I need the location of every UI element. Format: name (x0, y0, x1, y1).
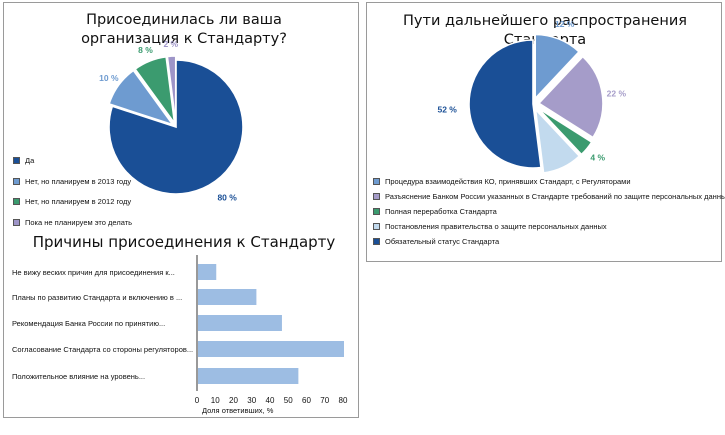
legend-label: Постановления правительства о защите пер… (385, 222, 607, 231)
pie-value-label: 12 % (555, 19, 575, 29)
bar-category-label: Согласование Стандарта со стороны регуля… (12, 345, 193, 354)
bar-tick-label: 10 (211, 396, 220, 405)
legend-item: Да (13, 156, 34, 165)
legend-label: Да (25, 156, 35, 165)
pie1-chart: 80 % 10 % 8 % 2 % (99, 39, 244, 202)
pie-value-label: 2 % (163, 39, 178, 49)
bar (198, 341, 344, 357)
pie2-chart: 12 %22 %4 %10 %52 % (437, 19, 627, 173)
pie-slice (534, 33, 581, 101)
legend-label: Разъяснение Банком России указанных в Ст… (385, 192, 725, 201)
bar (198, 315, 282, 331)
bar-category-label: Не вижу веских причин для присоединения … (12, 268, 175, 277)
legend-swatch (373, 238, 380, 245)
pie-slice (534, 107, 581, 173)
pie-value-label: 52 % (437, 104, 457, 114)
bar-tick-label: 0 (195, 396, 200, 405)
legend-item: Нет, но планируем в 2012 году (13, 197, 131, 206)
bar (198, 289, 257, 305)
pie-slice (166, 55, 177, 124)
legend-label: Пока не планируем это делать (25, 217, 133, 227)
bar-category-label: Положительное влияние на уровень... (12, 372, 145, 381)
bar-category-label: Рекомендация Банка России по принятию... (12, 319, 165, 328)
bar-tick-label: 80 (339, 396, 348, 405)
pie1-title: Присоединилась ли ваша организация к Ста… (81, 12, 287, 47)
bar-tick-label: 20 (229, 396, 238, 405)
legend-swatch (373, 208, 380, 215)
bar-tick-label: 70 (320, 396, 329, 405)
pie-slice (537, 107, 593, 156)
legend-label: Нет, но планируем в 2012 году (25, 197, 132, 206)
legend-item: Обязательный статус Стандарта (373, 237, 499, 246)
pie-slice (108, 59, 244, 195)
bar (198, 264, 217, 280)
pie-value-label: 4 % (590, 153, 605, 163)
legend-swatch (13, 198, 20, 205)
bar-category-label: Планы по развитию Стандарта и включению … (12, 293, 182, 302)
pie-slice (108, 69, 175, 127)
legend-item: Постановления правительства о защите пер… (373, 222, 607, 231)
pie-value-label: 8 % (138, 45, 153, 55)
pie-slice (134, 55, 176, 124)
legend-label: Нет, но планируем в 2013 году (25, 176, 132, 186)
left-panel: Присоединилась ли ваша организация к Ста… (3, 2, 359, 418)
legend-swatch (373, 178, 380, 185)
legend-swatch (13, 218, 20, 226)
bar-tick-label: 30 (247, 396, 256, 405)
bar (198, 368, 299, 384)
legend-swatch (13, 157, 20, 164)
legend-item: Полная переработка Стандарта (373, 207, 497, 216)
legend-label: Обязательный статус Стандарта (385, 237, 500, 246)
pie-value-label: 22 % (607, 88, 627, 98)
bar-tick-label: 60 (302, 396, 311, 405)
bar-x-axis-label: Доля ответивших, % (202, 406, 274, 415)
legend-item: Нет, но планируем в 2013 году (13, 177, 131, 186)
legend-label: Процедура взаимодействия КО, принявших С… (385, 177, 631, 186)
legend-swatch (373, 223, 380, 230)
bar-tick-label: 50 (284, 396, 293, 405)
legend-label: Полная переработка Стандарта (385, 207, 497, 216)
bar-chart: Не вижу веских причин для присоединения … (12, 255, 348, 415)
legend-item: Разъяснение Банком России указанных в Ст… (373, 192, 725, 201)
legend-item: Процедура взаимодействия КО, принявших С… (373, 177, 631, 186)
pie-value-label: 80 % (217, 192, 237, 202)
pie-slice (537, 55, 604, 139)
right-panel: Пути дальнейшего распространения Стандар… (366, 2, 725, 262)
legend-swatch (13, 177, 20, 185)
pie-slice (468, 39, 542, 169)
pie-value-label: 10 % (99, 73, 119, 83)
bar-tick-label: 40 (266, 396, 275, 405)
legend-swatch (373, 193, 380, 200)
bar-title: Причины присоединения к Стандарту (32, 233, 336, 251)
legend-item: Пока не планируем это делать (13, 218, 132, 227)
